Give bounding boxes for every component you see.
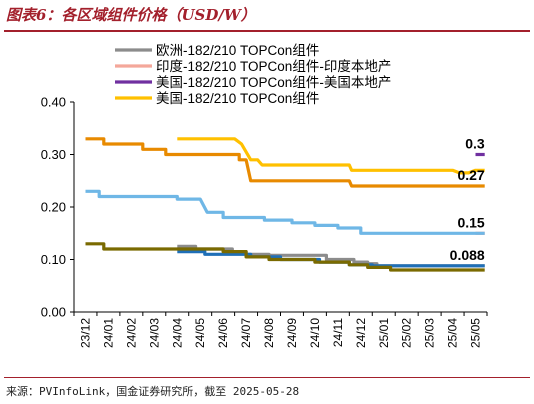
title-rule <box>4 30 530 32</box>
x-tick-label: 25/01 <box>377 318 391 348</box>
y-tick-label: 0.00 <box>41 305 66 320</box>
x-tick-label: 24/02 <box>124 318 138 348</box>
series-layer <box>85 137 485 272</box>
x-tick-label: 24/08 <box>262 318 276 348</box>
x-tick-label: 25/03 <box>423 318 437 348</box>
x-tick-label: 24/05 <box>193 318 207 348</box>
x-tick-label: 24/03 <box>147 318 161 348</box>
x-tick-label: 24/12 <box>354 318 368 348</box>
series-line-3 <box>177 137 485 175</box>
chart-title: 图表6：各区域组件价格（USD/W） <box>6 6 256 24</box>
legend-label-2: 美国-182/210 TOPCon组件-美国本地产 <box>156 75 391 90</box>
y-tick-label: 0.30 <box>41 147 66 162</box>
x-tick-label: 24/07 <box>239 318 253 348</box>
x-tick-label: 23/12 <box>78 318 92 348</box>
axes: 0.00 0.10 0.20 0.30 0.40 23/12 24/01 24/02 24/03… <box>41 95 488 348</box>
y-tick-label: 0.20 <box>41 200 66 215</box>
line-chart: 0.00 0.10 0.20 0.30 0.40 23/12 24/01 24/02 24/03… <box>41 43 488 348</box>
x-tick-label: 24/04 <box>170 318 184 348</box>
legend-label-3: 美国-182/210 TOPCon组件 <box>156 91 319 106</box>
x-tick-label: 24/10 <box>308 318 322 348</box>
x-tick-label: 24/09 <box>285 318 299 348</box>
data-label-1: 0.15 <box>457 214 484 230</box>
series-line-5 <box>85 189 485 235</box>
x-tick-label: 24/01 <box>101 318 115 348</box>
legend-label-1: 印度-182/210 TOPCon组件-印度本地产 <box>156 59 391 74</box>
series-line-7 <box>85 242 485 272</box>
legend-label-0: 欧洲-182/210 TOPCon组件 <box>156 43 319 58</box>
data-label-0: 0.088 <box>450 247 485 263</box>
x-tick-label: 24/11 <box>331 318 345 347</box>
data-label-2: 0.3 <box>465 136 485 152</box>
x-tick-label: 25/05 <box>469 318 483 348</box>
y-tick-label: 0.10 <box>41 252 66 267</box>
x-tick-label: 24/06 <box>216 318 230 348</box>
end-labels: 0.088 0.15 0.3 0.27 <box>450 136 485 263</box>
footer-rule <box>4 377 530 378</box>
source-note: 来源：PVInfoLink，国金证券研究所，截至 2025-05-28 <box>6 385 300 398</box>
x-tick-label: 25/04 <box>446 318 460 348</box>
series-line-4 <box>85 137 485 188</box>
data-label-4: 0.27 <box>457 167 484 183</box>
y-tick-label: 0.40 <box>41 95 66 110</box>
x-tick-label: 25/02 <box>400 318 414 348</box>
